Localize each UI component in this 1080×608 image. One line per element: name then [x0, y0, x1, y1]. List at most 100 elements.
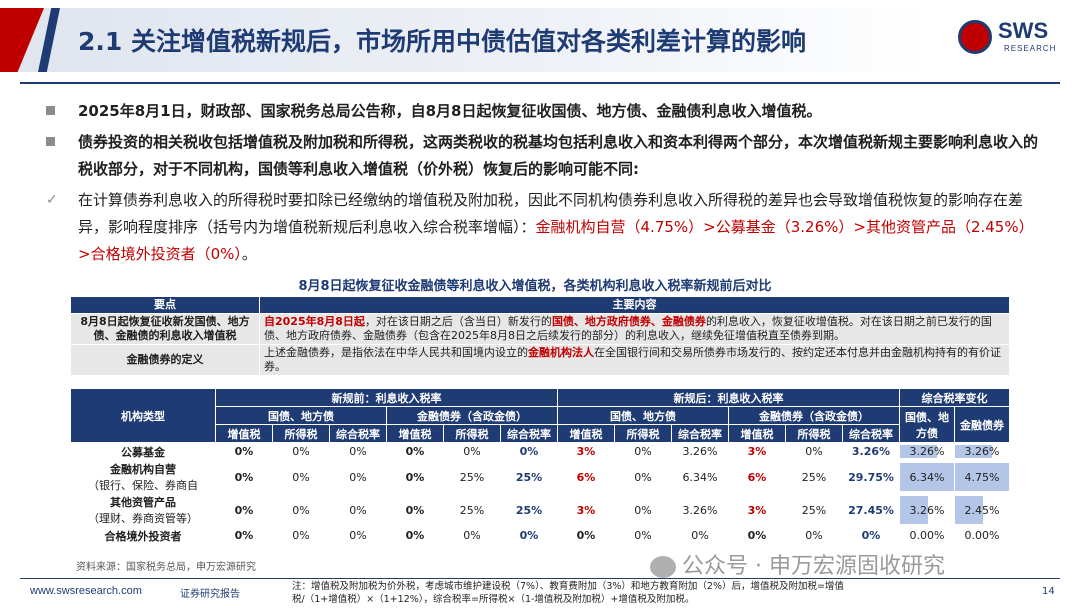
change-bar-cell: 6.34% — [899, 460, 955, 494]
org-name: 公募基金 — [121, 445, 165, 459]
table-cell: 25% — [443, 493, 501, 527]
footer-url[interactable]: www.swsresearch.com — [30, 585, 142, 597]
bullet-list: 2025年8月1日，财政部、国家税务总局公告称，自8月8日起恢复征收国债、地方债… — [46, 98, 1046, 268]
table-cell: 0% — [785, 526, 843, 545]
table-cell: 25% — [443, 460, 501, 494]
col-income: 所得税 — [785, 424, 843, 443]
col-total: 综合税率 — [671, 424, 729, 443]
table-cell: 27.45% — [842, 493, 900, 527]
policy-row-label: 金融债券的定义 — [70, 344, 260, 376]
group-change: 综合税率变化 — [899, 388, 1010, 407]
row-org-name: 公募基金 — [70, 442, 216, 461]
table-cell: 3% — [728, 442, 786, 461]
check-icon: ✓ — [46, 192, 58, 208]
group-after: 新规后：利息收入税率 — [557, 388, 900, 407]
row-org-name: 其他资管产品 （理财、券商资管等） — [70, 493, 216, 527]
table-row: 其他资管产品 （理财、券商资管等） 0% 0% 0% 0% 25% 25% 3% 0% 3.26% 3… — [70, 493, 1010, 527]
table-cell: 0% — [614, 442, 672, 461]
change-bar-cell: 3.26% — [954, 442, 1010, 461]
table-cell: 0% — [500, 442, 558, 461]
sub-fin: 金融债券（含政金债） — [728, 406, 900, 425]
group-before: 新规前：利息收入税率 — [215, 388, 558, 407]
change-value: 3.26% — [909, 503, 945, 517]
bullet-2: 债券投资的相关税收包括增值税及附加税和所得税，这两类税收的税基均包括利息收入和资… — [46, 129, 1046, 183]
table-cell: 0% — [386, 442, 444, 461]
policy-text: 在全国银行间和交易所债券市场发行的、按约定还本付息并由金融机构持有的有价证券。 — [264, 346, 1001, 373]
sub-chg-gov: 国债、地方债 — [899, 406, 955, 443]
policy-row-label: 8月8日起恢复征收新发国债、地方债、金融债的利息收入增值税 — [70, 313, 260, 345]
title-bar: 2.1 关注增值税新规后，市场所用中债估值对各类利差计算的影响 — [0, 8, 930, 72]
org-name: 金融机构自营 — [110, 463, 176, 476]
title-accent-red — [0, 8, 44, 72]
change-value: 6.34% — [909, 470, 945, 484]
footer-divider — [20, 578, 1060, 579]
policy-row-content: 上述金融债券，是指依法在中华人民共和国境内设立的金融机构法人在全国银行间和交易所… — [259, 344, 1010, 376]
change-bar-cell: 0.00% — [899, 526, 955, 545]
change-bar — [900, 496, 928, 524]
table-cell: 0% — [842, 526, 900, 545]
table-cell: 3.26% — [671, 442, 729, 461]
sub-gov: 国债、地方债 — [215, 406, 387, 425]
table-cell: 3.26% — [671, 493, 729, 527]
table-cell: 0% — [215, 442, 273, 461]
policy-entity: 金融机构法人 — [528, 346, 594, 359]
table-cell: 0% — [329, 460, 387, 494]
policy-text: ，对在该日期之后（含当日）新发行的 — [364, 315, 552, 328]
row-org-name: 金融机构自营 （银行、保险、券商自 — [70, 460, 216, 494]
col-vat: 增值税 — [215, 424, 273, 443]
table-cell: 0% — [215, 526, 273, 545]
table-cell: 0% — [272, 460, 330, 494]
change-bar — [955, 496, 983, 524]
table-cell: 3% — [557, 493, 615, 527]
bullet-1-text: 2025年8月1日，财政部、国家税务总局公告称，自8月8日起恢复征收国债、地方债… — [78, 102, 822, 120]
table-cell: 0% — [614, 460, 672, 494]
table-cell: 6.34% — [671, 460, 729, 494]
table-cell: 6% — [728, 460, 786, 494]
sub-chg-fin: 金融债券 — [954, 406, 1010, 443]
table-cell: 0% — [614, 526, 672, 545]
table-cell: 0% — [329, 493, 387, 527]
logo-text: SWS — [998, 18, 1049, 43]
change-value: 3.26% — [964, 445, 1000, 458]
table-cell: 25% — [500, 460, 558, 494]
table-cell: 6% — [557, 460, 615, 494]
table-row: 金融机构自营 （银行、保险、券商自 0% 0% 0% 0% 25% 25% 6% 0% 6.34% 6… — [70, 460, 1010, 494]
policy-text: 的利息收入，恢复征收增值税。对在该日期之前已发行的国债、地方政府债券、金融债券（… — [264, 315, 992, 342]
col-total: 综合税率 — [329, 424, 387, 443]
col-vat: 增值税 — [728, 424, 786, 443]
table-cell: 0% — [272, 526, 330, 545]
sub-gov: 国债、地方债 — [557, 406, 729, 425]
watermark-text: 公众号 · 申万宏源固收研究 — [682, 554, 945, 579]
table-cell: 25% — [785, 460, 843, 494]
table-cell: 0% — [728, 526, 786, 545]
col-income: 所得税 — [614, 424, 672, 443]
logo-subtext: RESEARCH — [1004, 44, 1057, 53]
table-cell: 29.75% — [842, 460, 900, 494]
change-bar-cell: 3.26% — [899, 442, 955, 461]
table-cell: 0% — [386, 493, 444, 527]
logo-icon — [958, 20, 992, 54]
change-bar — [900, 463, 954, 491]
col-total: 综合税率 — [500, 424, 558, 443]
table-cell: 0% — [386, 460, 444, 494]
table-cell: 0% — [443, 442, 501, 461]
bullet-3: ✓ 在计算债券利息收入的所得税时要扣除已经缴纳的增值税及附加税，因此不同机构债券… — [46, 187, 1046, 268]
footer-category: 证券研究报告 — [180, 589, 240, 600]
change-bar-cell: 3.26% — [899, 493, 955, 527]
bullet-3-ranking: 金融机构自营（4.75%）>公募基金（3.26%）>其他资管产品（2.45%）>… — [78, 218, 1034, 263]
table-cell: 3.26% — [842, 442, 900, 461]
table-cell: 0% — [272, 442, 330, 461]
table-cell: 0% — [215, 460, 273, 494]
policy-header-content: 主要内容 — [259, 296, 1010, 314]
policy-bond-types: 国债、地方政府债券、金融债券 — [551, 315, 706, 328]
table-cell: 0% — [443, 526, 501, 545]
change-bar — [955, 445, 993, 458]
col-income: 所得税 — [272, 424, 330, 443]
change-value: 0.00% — [909, 529, 945, 542]
table-cell: 0% — [272, 493, 330, 527]
square-bullet-icon — [46, 106, 55, 115]
row-org-name: 合格境外投资者 — [70, 526, 216, 545]
table-title: 8月8日起恢复征收金融债等利息收入增值税，各类机构利息收入税率新规前后对比 — [298, 279, 772, 294]
watermark: 公众号 · 申万宏源固收研究 — [650, 548, 945, 580]
table-cell: 0% — [329, 526, 387, 545]
